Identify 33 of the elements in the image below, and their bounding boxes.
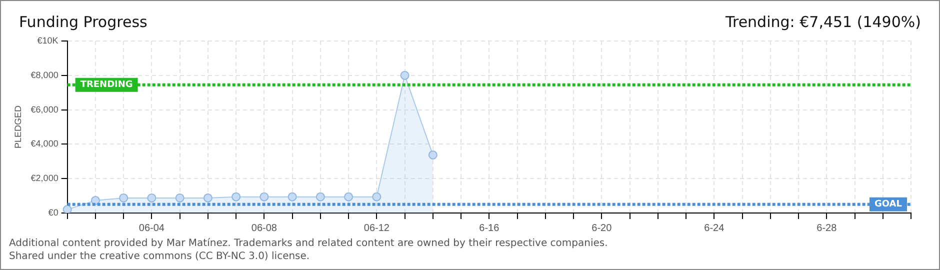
- x-tick-label: 6-16: [479, 222, 500, 234]
- y-tick-label: €6,000: [30, 104, 58, 114]
- point: [147, 193, 156, 202]
- text: Shared under the creative commons (CC BY-NC 3.0) license.: [9, 250, 311, 263]
- x-tick-label: 06-08: [251, 222, 278, 234]
- point: [344, 192, 354, 202]
- ref-line-label: GOAL: [874, 200, 902, 210]
- point: [260, 192, 269, 202]
- point: [400, 70, 410, 80]
- point: [316, 192, 325, 202]
- point: [232, 192, 241, 202]
- y-tick-label: €4,000: [30, 138, 58, 149]
- x-tick-label: 06-04: [138, 222, 165, 234]
- y-tick-label: €0: [48, 207, 58, 218]
- text: Additional content provided by Mar Matínez. Trademarks and related content are owned by their respective companies.: [9, 237, 608, 250]
- point: [119, 193, 128, 202]
- point: [90, 196, 100, 205]
- chart-subtitle: Trending: €7,451 (1490%): [726, 13, 921, 31]
- y-axis-title: PLEDGED: [12, 104, 23, 149]
- ref-line-label: TRENDING: [80, 80, 133, 90]
- y-tick-label: €8,000: [30, 70, 58, 80]
- point: [203, 193, 212, 202]
- x-tick-label: 6-24: [704, 222, 725, 234]
- point: [372, 192, 382, 202]
- x-tick-label: 6-28: [816, 222, 838, 234]
- y-tick-label: €10K: [37, 35, 58, 46]
- point: [428, 150, 438, 160]
- point: [288, 192, 297, 202]
- chart-title: Funding Progress: [19, 13, 148, 31]
- x-tick-label: 6-20: [592, 222, 612, 234]
- point: [175, 193, 184, 202]
- x-tick-label: 06-12: [364, 222, 390, 234]
- y-tick-label: €2,000: [30, 173, 58, 184]
